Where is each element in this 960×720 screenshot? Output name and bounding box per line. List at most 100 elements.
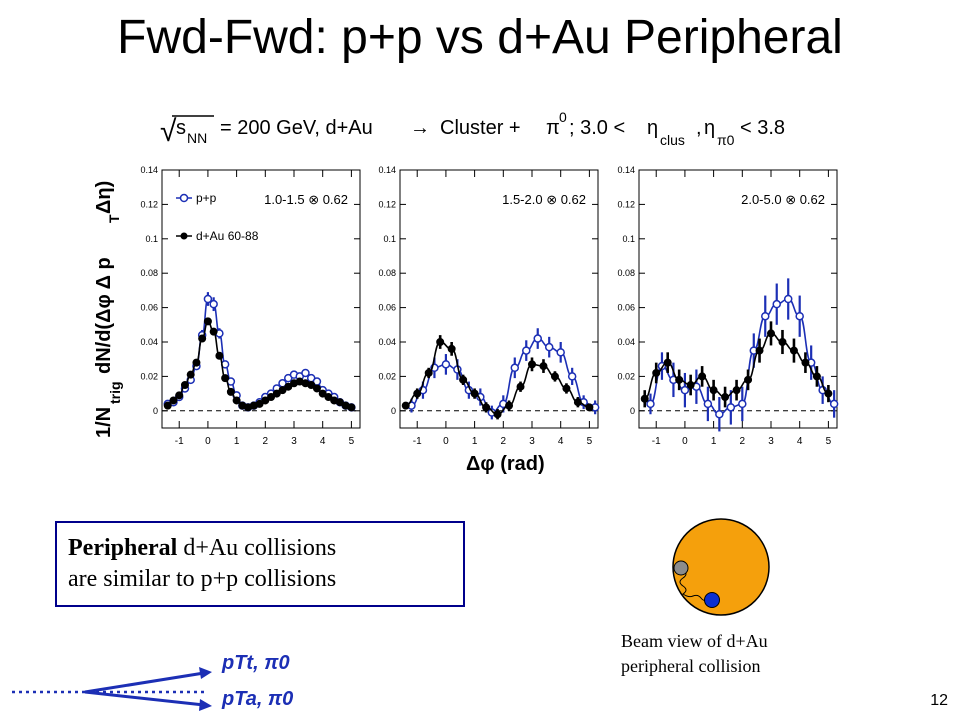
- data-point-dau: [347, 403, 356, 412]
- summary-line-1: Peripheral d+Au collisions: [68, 533, 463, 564]
- x-tick-label: -1: [175, 436, 184, 447]
- data-point-dau: [169, 396, 178, 405]
- data-point-dau: [562, 384, 571, 393]
- summary-line-2: are similar to p+p collisions: [68, 566, 337, 592]
- data-point-pp: [703, 399, 713, 409]
- panel-label: 1.0-1.5 ⊗ 0.62: [264, 192, 348, 207]
- y-tick-label: 0.1: [145, 234, 158, 244]
- slide-title: Fwd-Fwd: p+p vs d+Au Peripheral: [117, 11, 843, 64]
- beam-caption: Beam view of d+Au peripheral collision: [621, 629, 851, 679]
- y-tick-label: 0: [391, 406, 396, 416]
- y-tick-label: 0.06: [378, 303, 396, 313]
- data-point-dau: [436, 338, 445, 346]
- eta-pi: η: [704, 117, 715, 139]
- data-point-dau: [721, 393, 730, 402]
- data-point-dau: [272, 389, 281, 398]
- data-point-pp: [783, 294, 793, 304]
- x-tick-label: 2: [740, 436, 746, 447]
- y-tick-label: 0.1: [622, 234, 635, 244]
- associated-vector-label: pTa, π0: [222, 688, 294, 710]
- x-tick-label: 2: [263, 436, 269, 447]
- legend: p+p d+Au 60-88: [176, 191, 259, 243]
- data-point-dau: [324, 393, 333, 402]
- y-tick-label: 0.02: [140, 371, 158, 381]
- data-point-dau: [180, 381, 189, 389]
- y-tick-label: 0.1: [383, 234, 396, 244]
- panel-label: 1.5-2.0 ⊗ 0.62: [502, 192, 586, 207]
- x-tick-label: 5: [826, 436, 832, 447]
- data-point-dau: [401, 401, 410, 410]
- summary-bold: Peripheral: [68, 535, 178, 561]
- data-point-dau: [424, 368, 433, 377]
- series-dau: [163, 317, 356, 412]
- data-point-dau: [812, 372, 821, 381]
- interaction-wiggle: [679, 569, 710, 602]
- data-point-pp: [203, 294, 213, 304]
- data-point-dau: [585, 403, 594, 412]
- x-tick-label: 5: [587, 436, 593, 447]
- y-tick-label: 0: [630, 406, 635, 416]
- data-point-pp: [795, 311, 804, 321]
- data-point-dau: [686, 381, 695, 389]
- x-tick-label: 4: [558, 436, 564, 447]
- y-tick-label: 0.14: [140, 165, 158, 175]
- upper-bound: < 3.8: [740, 117, 785, 139]
- ylabel-main: 1/N: [93, 407, 115, 438]
- data-point-dau: [539, 362, 548, 371]
- data-point-dau: [175, 391, 184, 400]
- series-pp: [646, 278, 839, 432]
- x-tick-label: 1: [472, 436, 478, 447]
- momentum-vectors: [12, 667, 212, 711]
- x-tick-label: 0: [443, 436, 449, 447]
- data-point-dau: [255, 399, 264, 408]
- series-dau: [401, 335, 594, 420]
- y-axis-label: 1/N trig dN/d(Δφ Δ p T Δη): [93, 181, 123, 438]
- deuteron-gray-dot: [673, 560, 689, 576]
- data-point-dau: [232, 396, 241, 405]
- eta-clus-sub: clus: [660, 132, 685, 148]
- x-tick-label: 3: [768, 436, 774, 447]
- y-tick-label: 0.02: [617, 371, 635, 381]
- data-point-pp: [680, 385, 690, 395]
- data-point-dau: [226, 387, 235, 396]
- legend-dau-label: d+Au 60-88: [196, 229, 259, 243]
- data-point-pp: [761, 311, 770, 321]
- data-point-dau: [789, 346, 798, 355]
- legend-pp-label: p+p: [196, 191, 217, 205]
- panel-frame: [161, 169, 361, 429]
- x-tick-label: 3: [291, 436, 297, 447]
- panel-frame: [399, 169, 599, 429]
- data-point-dau: [413, 389, 422, 398]
- data-point-pp: [544, 342, 554, 352]
- s-label: s: [176, 117, 186, 139]
- x-tick-label: -1: [413, 436, 422, 447]
- series-dau: [640, 321, 833, 408]
- x-tick-label: -1: [652, 436, 661, 447]
- beam-view-diagram: [672, 518, 770, 616]
- eta-condition: ; 3.0 <: [569, 117, 625, 139]
- energy-label: = 200 GeV, d+Au: [220, 117, 373, 139]
- chart-panel-3: 0 0.02 0.04 0.06 0.08 0.1 0.12 0.14 -1 0 1 2 3 4 5 2.0-…: [617, 165, 839, 447]
- data-point-dau: [278, 386, 287, 395]
- data-point-dau: [652, 368, 661, 377]
- pi-superscript: 0: [559, 109, 567, 125]
- trigger-vector: [84, 671, 205, 694]
- x-tick-label: 1: [711, 436, 717, 447]
- data-point-dau: [198, 334, 207, 343]
- ylabel-rest: dN/d(Δφ Δ p: [93, 257, 115, 374]
- data-point-pp: [829, 399, 839, 409]
- summary-line-1-rest: d+Au collisions: [177, 535, 337, 561]
- data-point-dau: [778, 338, 787, 346]
- gold-nucleus-circle: [672, 518, 770, 616]
- y-tick-label: 0.06: [617, 303, 635, 313]
- data-point-dau: [482, 403, 491, 412]
- y-tick-label: 0.04: [617, 337, 635, 347]
- s-subscript: NN: [187, 130, 207, 146]
- y-tick-label: 0.06: [140, 303, 158, 313]
- x-tick-label: 3: [529, 436, 535, 447]
- x-axis-label: Δφ (rad): [466, 453, 545, 475]
- data-point-dau: [675, 375, 684, 384]
- panels: 00.020.040.060.080.10.120.14-1 0 1 2 3 4 51.0-…: [140, 165, 839, 447]
- chart-panel-2: 0 0.02 0.04 0.06 0.08 0.1 0.12 0.14 -1 0 1 2 3 4 5 1.5-…: [378, 165, 600, 447]
- data-point-dau: [284, 382, 293, 391]
